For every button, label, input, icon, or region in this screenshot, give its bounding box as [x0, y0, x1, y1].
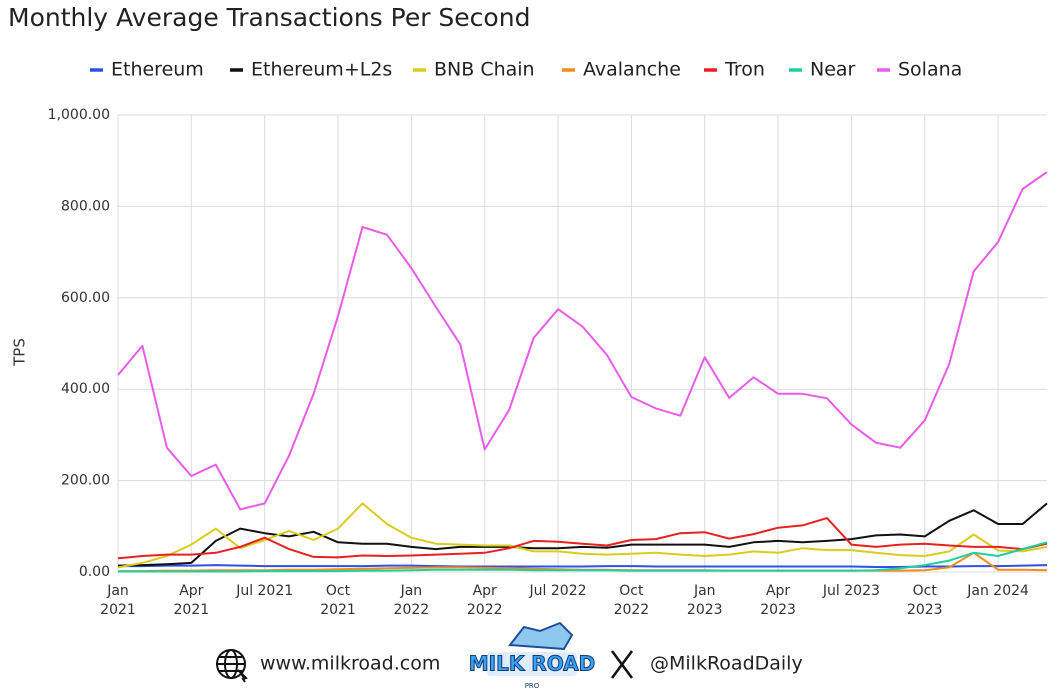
- x-tick-label: Jan 2021: [100, 583, 136, 618]
- x-tick-label: Jul 2023: [822, 583, 880, 599]
- legend-label: Near: [810, 59, 856, 81]
- x-tick-label: Jan 2022: [394, 583, 430, 618]
- x-tick-label: Jul 2021: [235, 583, 293, 599]
- website: www.milkroad.com: [260, 653, 440, 675]
- series-line: [117, 171, 1048, 511]
- y-tick-label: 200.00: [61, 473, 110, 489]
- y-tick-label: 800.00: [61, 198, 110, 214]
- x-logo: [610, 650, 634, 679]
- series-line: [118, 564, 1048, 568]
- series-line: [117, 502, 1048, 569]
- x-tick-label: Jan 2023: [687, 583, 723, 618]
- series-line: [117, 502, 1048, 567]
- x-tick-label: Oct 2022: [614, 583, 650, 618]
- y-axis-label: TPS: [11, 338, 29, 367]
- series-line: [117, 517, 1048, 560]
- legend-label: Solana: [898, 59, 962, 81]
- x-tick-label: Apr 2023: [760, 583, 796, 618]
- legend-label: BNB Chain: [434, 59, 535, 81]
- x-tick-label: Oct 2023: [907, 583, 943, 618]
- footer: www.milkroad.com MILK ROAD PRO @MilkRoad…: [216, 621, 803, 690]
- x-tick-label: Jan 2024: [966, 583, 1029, 599]
- x-tick-label: Apr 2021: [174, 583, 210, 618]
- series-line: [118, 541, 1048, 573]
- handle: @MilkRoadDaily: [650, 653, 803, 675]
- logo-sub: PRO: [525, 682, 540, 690]
- logo-text: MILK ROAD: [469, 652, 596, 676]
- legend-label: Ethereum: [111, 59, 204, 81]
- y-tick-label: 600.00: [61, 290, 110, 306]
- y-tick-label: 0.00: [79, 564, 110, 580]
- legend-label: Ethereum+L2s: [251, 59, 392, 81]
- milk-road-logo: MILK ROAD PRO: [468, 621, 596, 690]
- y-tick-label: 400.00: [61, 381, 110, 397]
- x-tick-label: Oct 2021: [320, 583, 356, 618]
- legend-label: Tron: [724, 59, 765, 81]
- y-tick-label: 1,000.00: [48, 107, 110, 123]
- legend-label: Avalanche: [583, 59, 681, 81]
- chart-title: Monthly Average Transactions Per Second: [8, 3, 530, 32]
- x-tick-label: Jul 2022: [529, 583, 587, 599]
- x-tick-label: Apr 2022: [467, 583, 503, 618]
- globe-icon: [216, 649, 248, 683]
